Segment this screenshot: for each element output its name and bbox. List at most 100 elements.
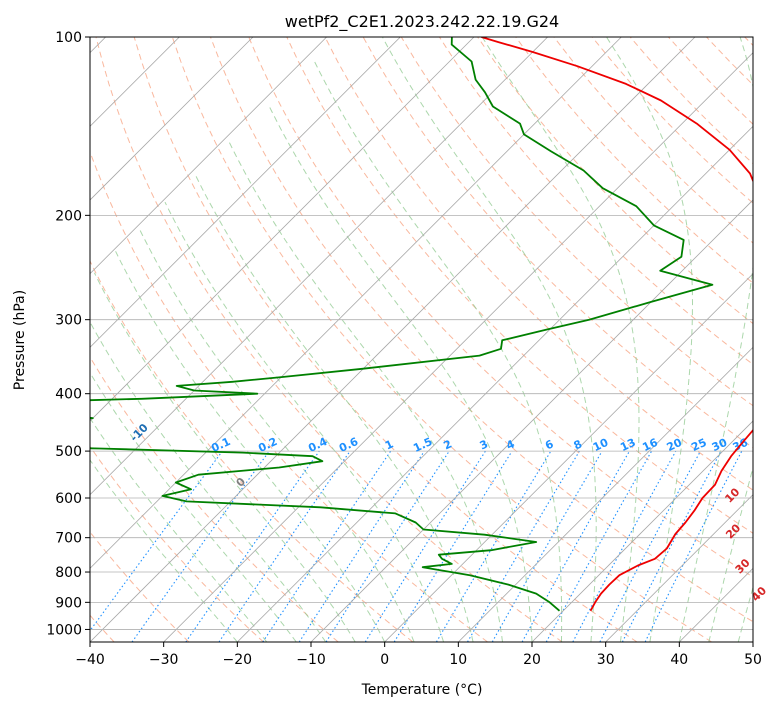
plot-frame (89, 36, 754, 643)
mixing-ratio-line (218, 450, 351, 642)
isotherm-line (605, 494, 753, 642)
dewpoint-line (90, 37, 714, 612)
mixing-ratio-labels: 0.1 0.2 0.4 0.6 1 1.5 2 3 4 6 8 10 13 16 20 25 30 36-1001… (128, 421, 770, 604)
mixing-ratio-line (545, 450, 653, 642)
y-tick-label: 700 (55, 531, 82, 547)
moist-adiabat-line (164, 201, 445, 642)
moist-adiabat-line (90, 321, 327, 642)
dry-adiabat-line (210, 37, 753, 623)
mixing-ratio-label: 0.2 (256, 435, 279, 455)
isotherm-line (90, 37, 254, 201)
y-tick-label: 600 (55, 491, 82, 507)
isotherm-line (90, 37, 327, 275)
mixing-ratio-line (262, 450, 392, 642)
mixing-ratio-label: 2 (442, 437, 454, 452)
mixing-ratio-line (364, 450, 486, 642)
dry-adiabat-line (248, 37, 753, 578)
dry-adiabat-line (90, 531, 190, 642)
x-axis-label: Temperature (°C) (361, 682, 483, 698)
mixing-ratio-line (131, 450, 270, 642)
y-tick-label: 1000 (46, 622, 82, 638)
isotherm-line (90, 37, 401, 348)
dry-adiabat-line (90, 445, 264, 642)
dry-adiabat-line (133, 37, 638, 642)
dry-adiabat-line (324, 37, 753, 491)
x-tick-label: −30 (149, 652, 179, 668)
moist-adiabat-line (194, 173, 474, 642)
moist-adiabat-label: 30 (733, 556, 753, 576)
isotherm-line (237, 125, 753, 642)
dry-adiabat-line (515, 37, 753, 284)
moist-adiabat-line (90, 417, 268, 642)
x-tick-label: 10 (449, 652, 467, 668)
mixing-ratio-line (467, 450, 580, 642)
x-tick-label: −10 (296, 652, 326, 668)
dry-adiabat-line (744, 37, 753, 47)
moist-adiabat-line (93, 272, 356, 642)
mixing-ratio-label: 6 (543, 437, 556, 452)
x-tick-label: −20 (223, 652, 253, 668)
dry-adiabat-line (171, 37, 712, 642)
isotherm-line (531, 420, 753, 642)
isotherm-line (163, 52, 753, 642)
x-tick-label: 20 (523, 652, 541, 668)
mixing-ratio-label: 20 (665, 436, 685, 454)
moist-adiabat-line (267, 104, 533, 642)
sounding-traces (90, 37, 753, 612)
mixing-ratio-label: 0.4 (306, 435, 329, 455)
dry-adiabat-line (591, 37, 753, 204)
moist-adiabat-label: 20 (723, 521, 743, 541)
y-tick-label: 800 (55, 565, 82, 581)
isotherm-line (310, 199, 753, 642)
y-tick-label: 100 (55, 30, 82, 46)
x-tick-label: −40 (75, 652, 105, 668)
mixing-ratio-label: 13 (618, 436, 637, 454)
moist-adiabat-line (481, 37, 640, 642)
mixing-ratio-line (644, 450, 743, 642)
mixing-ratio-line (393, 450, 513, 642)
x-tick-label: 40 (670, 652, 688, 668)
moist-adiabat-line (708, 465, 753, 642)
temperature-line (481, 37, 753, 612)
moist-adiabat-line (737, 585, 753, 642)
dry-adiabat-line (95, 37, 563, 642)
dry-adiabat-line (90, 150, 488, 642)
isotherm-line (679, 567, 753, 642)
dry-adiabat-line (90, 356, 339, 642)
mixing-ratio-line (325, 450, 450, 642)
isotherm-line (458, 346, 753, 642)
mixing-ratio-label: 25 (689, 436, 708, 454)
y-tick-label: 500 (55, 444, 82, 460)
mixing-ratio-label: 16 (640, 436, 660, 454)
x-tick-label: 0 (380, 652, 389, 668)
mixing-ratio-label: 30 (710, 436, 730, 454)
moist-adiabat-line (381, 37, 597, 642)
y-tick-label: 900 (55, 595, 82, 611)
mixing-ratio-line (90, 450, 223, 632)
mixing-ratio-label: 1 (383, 437, 395, 452)
y-tick-label: 200 (55, 208, 82, 224)
y-axis-label: Pressure (hPa) (12, 290, 28, 390)
x-tick-label: 30 (597, 652, 615, 668)
x-axis-ticks: −40 −30 −20 −10 0 10 20 30 40 50 (75, 642, 762, 668)
mixing-ratio-line (599, 450, 701, 642)
moist-adiabat-line (115, 251, 386, 642)
moist-adiabat-label: 10 (722, 485, 742, 505)
isotherm-line (90, 37, 622, 569)
moist-adiabat-line (606, 37, 693, 642)
background-grid (90, 37, 753, 642)
y-tick-label: 300 (55, 313, 82, 329)
dry-adiabat-line (286, 37, 753, 534)
mixing-ratio-line (185, 450, 320, 642)
isotherm-line (752, 641, 753, 642)
isotherm-line (90, 37, 475, 422)
mixing-ratio-label: 10 (591, 436, 611, 454)
isotherm-line (384, 273, 753, 642)
isotherm-line (90, 37, 548, 496)
dry-adiabat-line (90, 259, 414, 642)
mixing-ratio-label: 0.6 (337, 435, 360, 455)
dry-adiabat-line (668, 37, 753, 125)
y-axis-ticks: 100 200 300 400 500 600 700 800 900 1000 (46, 30, 90, 638)
moist-adiabat-line (138, 227, 415, 642)
